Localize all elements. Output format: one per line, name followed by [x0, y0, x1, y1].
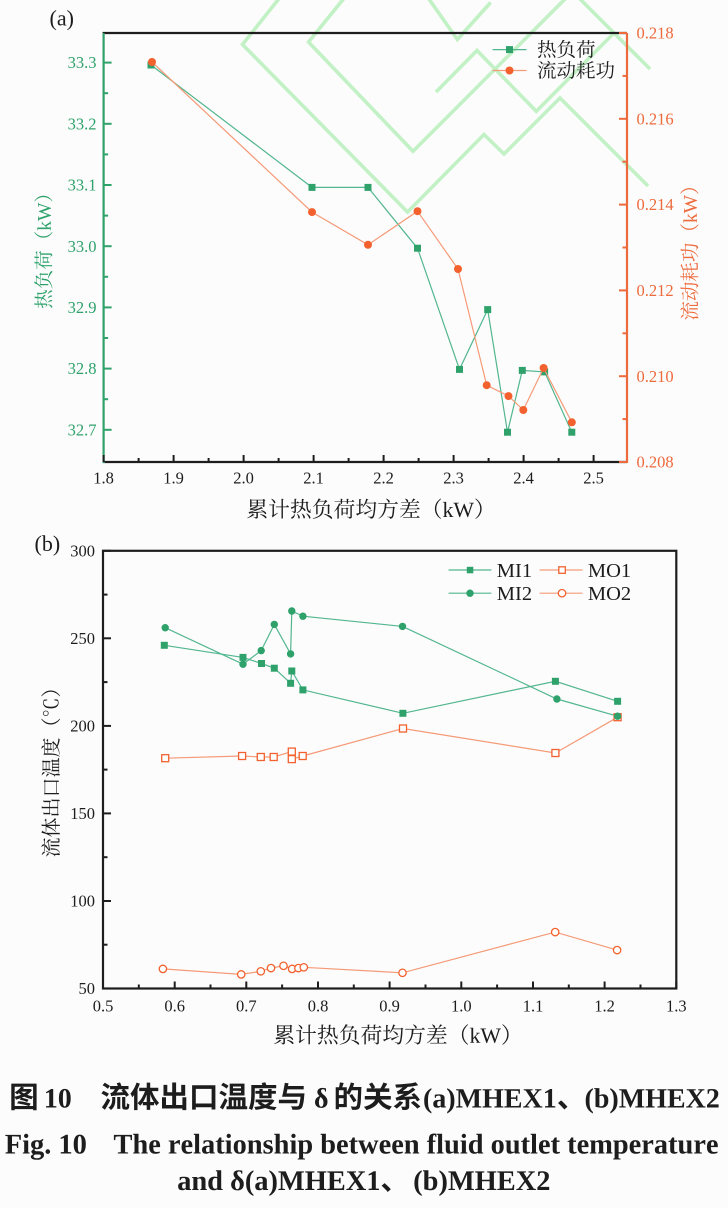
svg-text:1.3: 1.3 [666, 997, 687, 1016]
svg-text:MO1: MO1 [588, 560, 631, 582]
svg-text:2.1: 2.1 [303, 469, 324, 488]
svg-text:0.210: 0.210 [637, 367, 674, 386]
svg-text:MO2: MO2 [588, 583, 631, 605]
svg-text:1.1: 1.1 [523, 997, 544, 1016]
svg-text:300: 300 [70, 541, 95, 560]
svg-text:0.7: 0.7 [236, 997, 257, 1016]
svg-text:2.2: 2.2 [373, 469, 394, 488]
svg-text:1.0: 1.0 [451, 997, 472, 1016]
svg-text:32.8: 32.8 [68, 359, 97, 378]
svg-text:0.208: 0.208 [637, 453, 674, 472]
svg-text:0.218: 0.218 [637, 24, 674, 43]
svg-text:(b): (b) [35, 531, 61, 556]
svg-text:33.3: 33.3 [68, 53, 97, 72]
svg-text:0.5: 0.5 [93, 997, 114, 1016]
svg-text:250: 250 [70, 629, 95, 648]
svg-text:0.212: 0.212 [637, 281, 674, 300]
svg-text:2.3: 2.3 [443, 469, 464, 488]
svg-text:MI2: MI2 [497, 583, 532, 605]
svg-text:2.5: 2.5 [583, 469, 604, 488]
svg-text:33.0: 33.0 [68, 237, 97, 256]
svg-text:2.0: 2.0 [233, 469, 254, 488]
svg-text:0.216: 0.216 [637, 109, 674, 128]
svg-text:0.214: 0.214 [637, 195, 674, 214]
svg-text:0.9: 0.9 [379, 997, 400, 1016]
svg-text:0.8: 0.8 [308, 997, 329, 1016]
svg-text:0.6: 0.6 [164, 997, 185, 1016]
svg-text:200: 200 [70, 717, 95, 736]
svg-text:33.1: 33.1 [68, 176, 97, 195]
svg-text:1.2: 1.2 [594, 997, 615, 1016]
svg-text:32.7: 32.7 [68, 420, 97, 439]
svg-text:1.9: 1.9 [163, 469, 184, 488]
svg-text:1.8: 1.8 [93, 469, 114, 488]
svg-text:150: 150 [70, 804, 95, 823]
svg-text:2.4: 2.4 [513, 469, 534, 488]
svg-text:(a): (a) [50, 6, 74, 31]
svg-text:33.2: 33.2 [68, 114, 97, 133]
svg-text:MI1: MI1 [497, 560, 532, 582]
svg-text:50: 50 [79, 979, 96, 998]
svg-text:100: 100 [70, 892, 95, 911]
svg-text:32.9: 32.9 [68, 298, 97, 317]
